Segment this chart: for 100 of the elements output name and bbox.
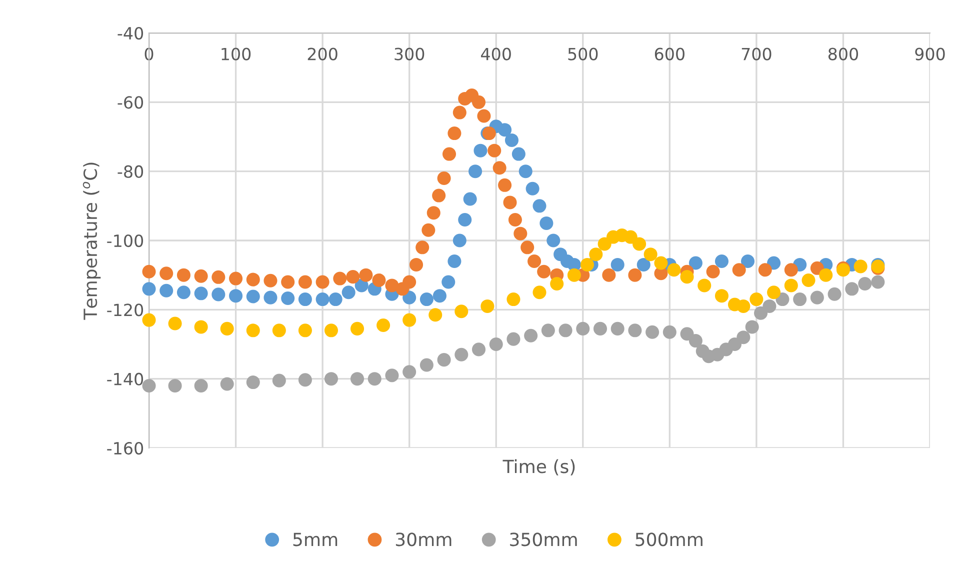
- point: [550, 276, 564, 290]
- point: [442, 147, 456, 161]
- point: [745, 320, 759, 334]
- point: [316, 275, 330, 289]
- point: [628, 324, 642, 338]
- point: [632, 237, 646, 251]
- point: [610, 322, 624, 336]
- point: [489, 337, 503, 352]
- point: [688, 256, 702, 270]
- point: [272, 324, 286, 338]
- point: [432, 289, 446, 303]
- legend-label: 5mm: [293, 532, 338, 546]
- point: [680, 327, 694, 341]
- point: [589, 248, 603, 262]
- point: [328, 292, 342, 306]
- x-tick-label: 200: [308, 48, 338, 60]
- point: [142, 264, 156, 278]
- point: [845, 282, 859, 296]
- point: [281, 275, 295, 289]
- point: [220, 377, 234, 391]
- point: [420, 292, 434, 306]
- point: [194, 269, 208, 283]
- point: [593, 322, 608, 336]
- point: [376, 318, 390, 332]
- point: [688, 334, 702, 348]
- point: [385, 368, 399, 382]
- point: [762, 299, 776, 313]
- x-tick-label: 100: [222, 48, 251, 60]
- y-tick-label: -160: [107, 442, 144, 455]
- point: [871, 275, 885, 289]
- y-tick-label: -60: [118, 96, 144, 109]
- point: [246, 272, 260, 286]
- point: [426, 206, 440, 220]
- point: [741, 254, 755, 268]
- point: [142, 313, 156, 327]
- point: [212, 288, 226, 302]
- x-tick-label: 400: [481, 48, 511, 60]
- point: [654, 256, 668, 270]
- point: [644, 248, 658, 262]
- point: [498, 178, 512, 192]
- point: [324, 324, 338, 338]
- point: [281, 291, 295, 306]
- point: [298, 324, 312, 338]
- point: [580, 258, 594, 272]
- point: [432, 188, 446, 202]
- point: [736, 330, 750, 344]
- point: [518, 164, 532, 178]
- point: [454, 304, 468, 318]
- legend-label: 350mm: [510, 532, 577, 546]
- point: [714, 289, 728, 303]
- point: [532, 286, 546, 300]
- point: [610, 258, 624, 272]
- point: [754, 306, 768, 320]
- point: [532, 199, 546, 213]
- point: [636, 258, 650, 272]
- point: [350, 372, 364, 386]
- point: [420, 358, 434, 372]
- point: [298, 373, 312, 387]
- point: [350, 322, 364, 336]
- point: [520, 240, 534, 254]
- point: [264, 290, 278, 304]
- point: [428, 308, 442, 322]
- point: [316, 292, 330, 306]
- x-axis-title: Time (s): [502, 459, 575, 476]
- point: [402, 290, 416, 304]
- point: [512, 147, 526, 161]
- point: [524, 328, 538, 342]
- point: [194, 378, 208, 393]
- point: [506, 332, 520, 346]
- point: [437, 171, 451, 186]
- point: [576, 322, 590, 336]
- point: [264, 274, 278, 288]
- point: [558, 324, 572, 338]
- point: [410, 258, 424, 272]
- point: [706, 264, 720, 278]
- point: [767, 256, 781, 270]
- point: [212, 270, 226, 284]
- y-tick-label: -80: [118, 165, 144, 178]
- point: [784, 263, 798, 277]
- point: [714, 254, 728, 268]
- x-tick-label: 600: [654, 48, 684, 60]
- point: [176, 268, 190, 282]
- point: [246, 324, 260, 338]
- y-tick-label: -40: [118, 26, 144, 40]
- point: [546, 234, 560, 248]
- x-tick-label: 500: [568, 48, 598, 60]
- point: [448, 126, 462, 140]
- point: [168, 316, 182, 330]
- point: [324, 372, 338, 386]
- point: [514, 226, 528, 240]
- legend-label: 500mm: [636, 532, 702, 546]
- point: [784, 278, 798, 292]
- point: [667, 263, 681, 277]
- point: [437, 353, 451, 367]
- x-tick-label: 300: [394, 48, 424, 60]
- point: [448, 254, 462, 268]
- point: [503, 196, 517, 210]
- point: [402, 313, 416, 327]
- point: [537, 264, 551, 278]
- point: [402, 365, 416, 379]
